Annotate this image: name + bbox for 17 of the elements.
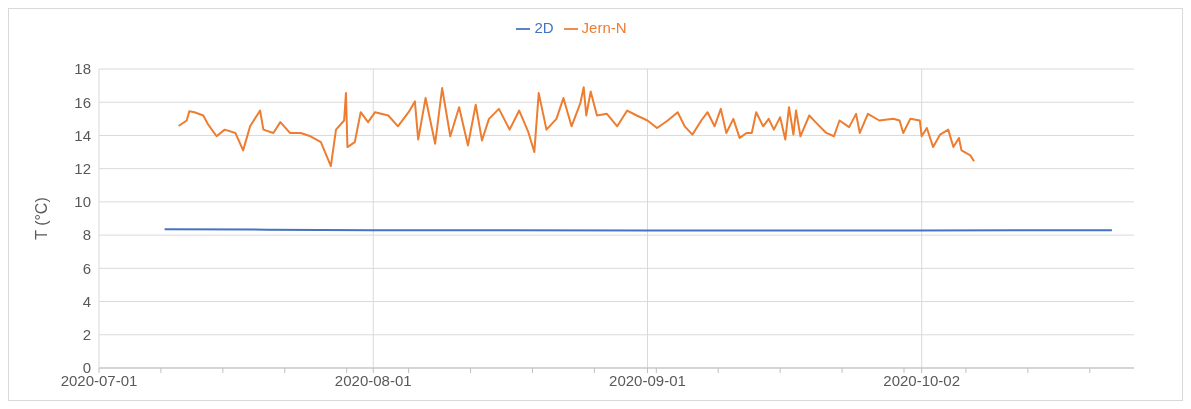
legend-label: 2D (534, 19, 554, 36)
x-tick-label: 2020-09-01 (609, 371, 686, 389)
x-tick-label: 2020-10-02 (883, 371, 961, 389)
y-tick-label: 14 (74, 126, 91, 144)
x-tick-label: 2020-08-01 (334, 371, 412, 389)
y-tick-label: 8 (82, 226, 91, 244)
legend-label: Jern-N (581, 19, 627, 36)
y-tick-label: 6 (82, 259, 91, 277)
y-axis-title: T (°C) (32, 197, 50, 240)
line-series (177, 86, 976, 168)
y-tick-label: 2 (82, 326, 91, 344)
y-tick-label: 0 (82, 359, 91, 377)
y-tick-label: 18 (74, 60, 91, 78)
y-tick-label: 12 (74, 159, 91, 177)
y-tick-label: 4 (82, 292, 91, 310)
y-tick-label: 16 (74, 93, 91, 111)
y-tick-label: 10 (74, 193, 91, 211)
